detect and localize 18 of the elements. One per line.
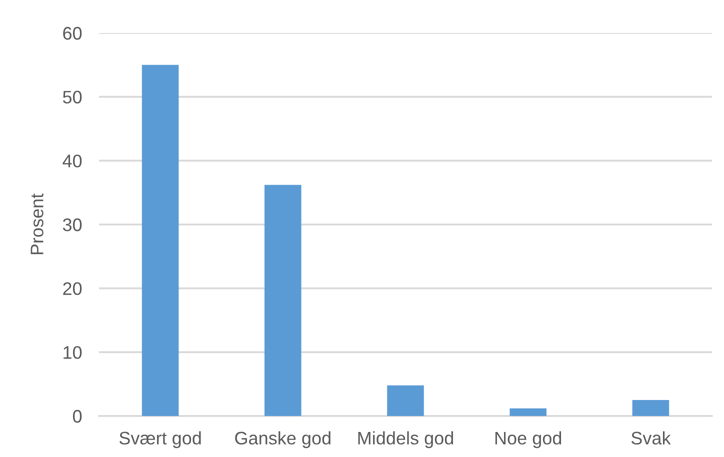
y-axis-title: Prosent (30, 194, 44, 254)
y-tick-label: 20 (63, 282, 82, 296)
bar (142, 64, 179, 416)
y-tick-label: 40 (62, 154, 82, 168)
y-tick-label: 10 (64, 346, 82, 359)
x-tick-label: Svak (631, 431, 671, 445)
bar (510, 408, 546, 416)
y-tick-label: 30 (62, 218, 82, 232)
x-tick-label: Ganske god (235, 431, 330, 448)
y-tick-label: 50 (62, 90, 82, 104)
bar (387, 385, 424, 416)
x-tick-label: Svært god (119, 431, 201, 448)
bar (632, 400, 670, 416)
x-tick-label: Noe god (495, 431, 562, 448)
bar (264, 184, 302, 416)
x-tick-label: Middels god (358, 431, 454, 448)
y-tick-label: 0 (73, 410, 82, 423)
y-tick-label: 60 (63, 26, 82, 40)
